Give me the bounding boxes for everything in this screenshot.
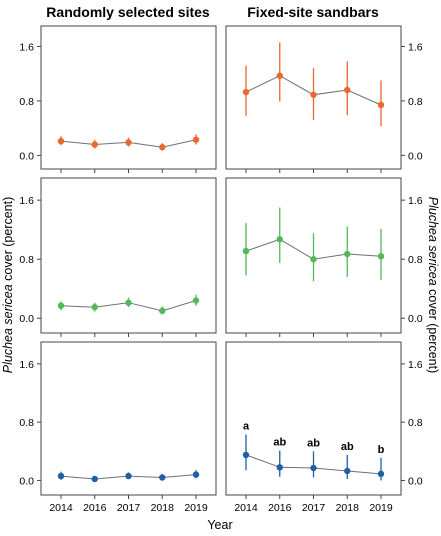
data-point [91,141,98,148]
data-point [91,475,98,483]
y-tick-label: 0.0 [19,150,34,162]
data-point [159,144,166,151]
x-tick-label: 2014 [234,502,258,514]
y-tick-label: 1.6 [19,359,34,371]
significance-label: ab [341,441,354,453]
y-tick-label: 0.0 [408,475,423,487]
panel-row3-right: 0.0 0.8 1.6 2014 2016 2017 2018 2019 a ab ab ab b [225,341,423,514]
y-tick-label: 0.0 [19,475,34,487]
significance-label: a [243,421,250,433]
data-point [344,86,351,94]
data-point [242,451,250,459]
y-tick-label: 0.8 [408,254,423,266]
panel-grid: 0.00.81.60.00.81.60.00.81.60.00.81.60.00… [19,25,423,514]
x-tick-label: 2016 [268,502,292,514]
data-point [125,472,132,480]
data-point [377,470,385,478]
y-tick-label: 1.6 [408,359,423,371]
right-column-title: Fixed-site sandbars [247,4,379,20]
y-tick-label: 0.0 [408,150,423,162]
significance-label: ab [273,437,286,449]
data-point [344,250,351,258]
y-tick-label: 0.8 [19,417,34,429]
x-tick-label: 2018 [336,502,360,514]
right-y-axis-unit: cover (percent) [426,286,440,374]
data-point [159,307,166,315]
data-point [242,88,250,96]
x-tick-label: 2016 [83,502,107,514]
x-tick-label: 2014 [49,502,73,514]
right-y-axis-species: Pluchea sericea [426,197,440,286]
left-y-axis-unit: cover (percent) [1,197,15,285]
x-axis-title: Year [207,518,232,532]
data-point [310,255,317,263]
data-point [310,91,317,98]
data-point [276,464,283,471]
y-tick-label: 1.6 [19,41,34,53]
panel-row1-left: 0.0 0.8 1.6 [19,25,217,173]
y-tick-label: 0.8 [19,96,34,108]
x-tick-label: 2018 [151,502,175,514]
x-tick-label: 2017 [302,502,326,514]
data-point [125,139,132,146]
panel-frame [40,341,217,496]
left-column-title: Randomly selected sites [46,4,210,20]
data-point [159,474,166,481]
panel-row3-left: 0.0 0.8 1.6 2014 2016 2017 2018 2019 [19,341,217,514]
data-point [344,467,351,475]
data-point [377,101,385,109]
significance-label: b [378,444,385,456]
data-point [125,299,132,306]
y-tick-label: 1.6 [408,41,423,53]
y-tick-label: 0.8 [408,417,423,429]
left-y-axis-title: Pluchea sericea cover (percent) [1,197,15,373]
data-point [91,303,98,311]
y-tick-label: 1.6 [19,195,34,207]
data-point [242,247,250,255]
data-point [57,302,65,309]
right-y-axis-title: Pluchea sericea cover (percent) [426,197,440,373]
panel-row2-left: 0.0 0.8 1.6 [19,177,217,337]
y-tick-label: 0.8 [19,254,34,266]
data-point [57,137,65,145]
panel-frame [40,177,217,334]
panel-row1-right: 0.0 0.8 1.6 [225,25,423,173]
data-point [192,297,200,304]
data-point [310,464,317,472]
panel-frame [40,25,217,170]
data-point [192,471,200,478]
x-tick-label: 2019 [369,502,393,514]
y-tick-label: 0.8 [408,96,423,108]
x-tick-label: 2019 [184,502,208,514]
x-tick-label: 2017 [117,502,141,514]
data-point [192,136,200,143]
y-tick-label: 0.0 [19,313,34,325]
panel-row2-right: 0.0 0.8 1.6 [225,177,423,337]
left-y-axis-species: Pluchea sericea [1,284,15,373]
significance-label: ab [307,437,320,449]
y-tick-label: 0.0 [408,313,423,325]
data-point [276,72,283,79]
data-point [377,253,385,260]
data-point [276,236,283,243]
data-point [57,472,65,480]
y-tick-label: 1.6 [408,195,423,207]
